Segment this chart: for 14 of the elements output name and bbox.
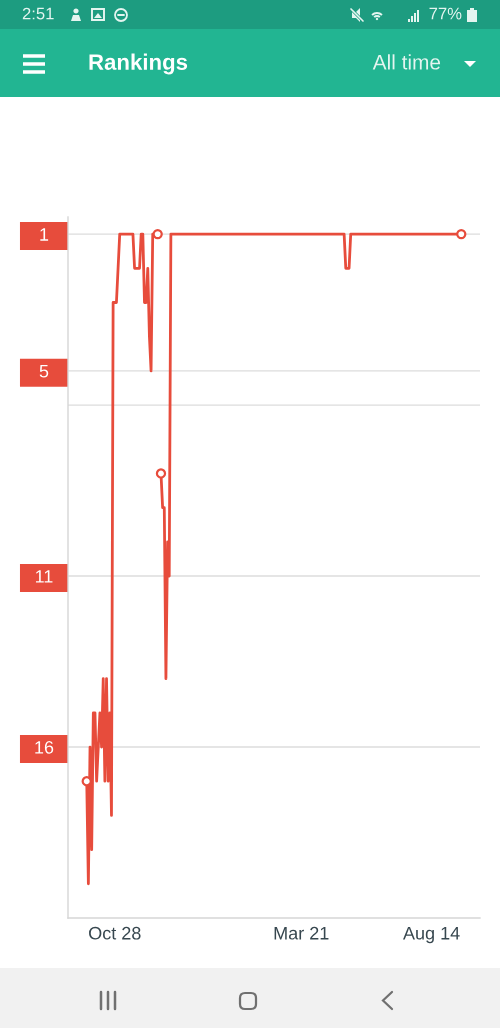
- point: [456, 228, 467, 240]
- text: 77%: [429, 7, 462, 20]
- x-tick-label: Mar 21: [274, 926, 329, 940]
- point: [152, 228, 163, 240]
- text: 2:51: [22, 7, 54, 20]
- chart-title: Rankings: [89, 53, 188, 75]
- x-tick-label: Aug 14: [403, 927, 460, 944]
- point: [155, 468, 167, 479]
- y-tick-label: 11: [35, 570, 53, 583]
- x-tick-label: Oct 28: [89, 926, 141, 940]
- y-tick-label: 5: [39, 365, 49, 378]
- y-tick-label: 16: [35, 740, 54, 754]
- y-tick-label: 1: [40, 228, 49, 241]
- chart-subtitle: All time: [372, 54, 441, 70]
